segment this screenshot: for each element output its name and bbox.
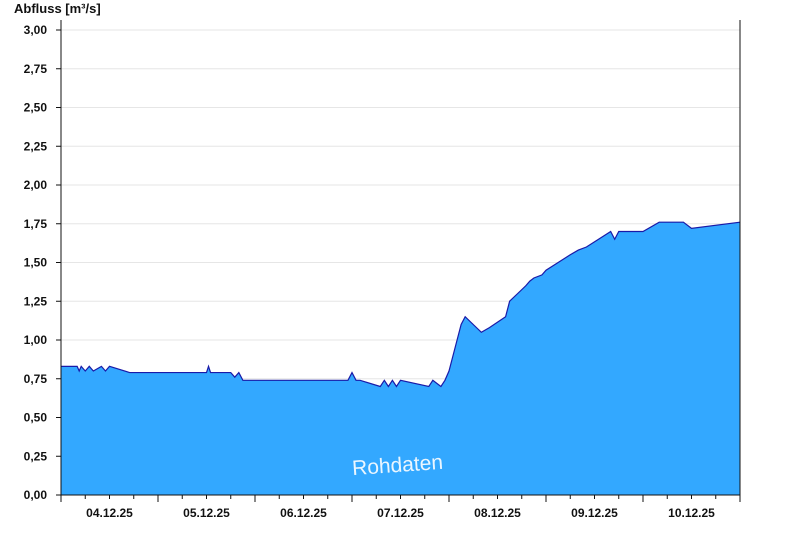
discharge-fill (61, 222, 740, 495)
y-tick-label: 1,25 (24, 294, 48, 308)
axes (56, 20, 741, 502)
x-tick-label: 10.12.25 (668, 506, 715, 520)
y-tick-label: 2,25 (24, 139, 48, 153)
x-tick-label: 09.12.25 (571, 506, 618, 520)
y-tick-label: 1,75 (24, 217, 48, 231)
x-tick-label: 06.12.25 (280, 506, 327, 520)
x-tick-label: 07.12.25 (377, 506, 424, 520)
x-tick-label: 04.12.25 (86, 506, 133, 520)
y-tick-label: 1,50 (24, 256, 48, 270)
tick-labels: 0,00 0,25 0,50 0,75 1,00 1,25 1,50 1,75 2,00 2,25… (24, 23, 716, 520)
y-tick-label: 0,25 (24, 449, 48, 463)
y-axis-title: Abfluss [m³/s] (14, 1, 101, 16)
discharge-area (61, 221, 741, 495)
y-tick-label: 0,50 (24, 411, 48, 425)
y-tick-label: 3,00 (24, 23, 48, 37)
y-tick-label: 2,50 (24, 101, 48, 115)
x-tick-label: 05.12.25 (183, 506, 230, 520)
y-tick-label: 2,75 (24, 62, 48, 76)
discharge-line (61, 221, 741, 388)
y-tick-label: 0,75 (24, 372, 48, 386)
y-tick-label: 1,00 (24, 333, 48, 347)
x-tick-label: 08.12.25 (474, 506, 521, 520)
y-tick-label: 2,00 (24, 178, 48, 192)
y-tick-label: 0,00 (24, 488, 48, 502)
